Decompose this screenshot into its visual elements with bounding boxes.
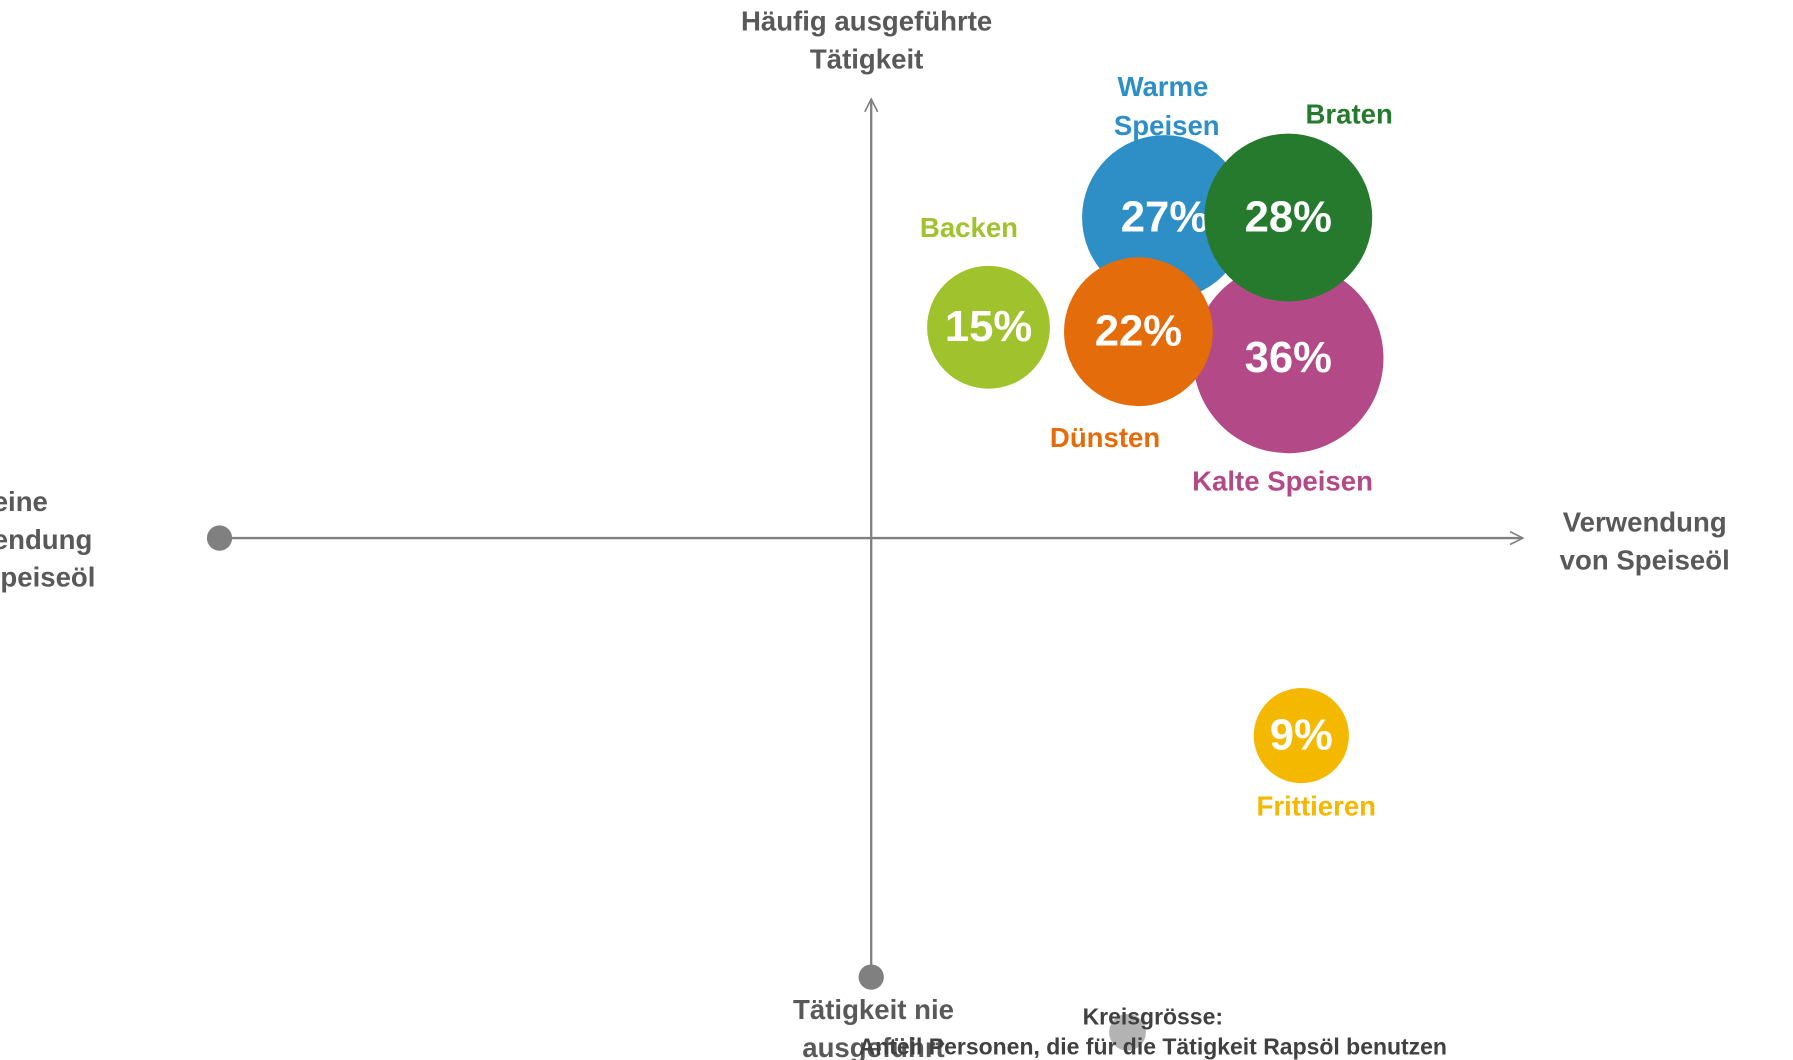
bubble-value-label: 27% <box>1121 192 1208 241</box>
bubble-name-label: Dünsten <box>1050 422 1160 453</box>
bubble-value-label: 36% <box>1245 333 1332 382</box>
bubble-value-label: 22% <box>1095 307 1182 356</box>
bubble-name-label: Braten <box>1306 99 1393 130</box>
axis-label: Tätigkeit <box>810 43 923 74</box>
bubble <box>1064 257 1213 407</box>
bubble <box>1204 133 1373 302</box>
legend-text: Anteil Personen, die für die Tätigkeit R… <box>859 1033 1447 1059</box>
bubble-name-label: Warme Speisen <box>1114 71 1220 141</box>
bubble-name-label: Backen <box>920 212 1018 243</box>
bubble-value-label: 15% <box>945 302 1032 351</box>
axis-origin-dot <box>858 964 884 990</box>
axis-label: Tätigkeit nie <box>793 994 954 1025</box>
axis-label: Häufig ausgeführte <box>741 5 992 36</box>
bubble <box>1082 135 1247 300</box>
bubble-value-label: 28% <box>1245 192 1332 241</box>
bubble-value-label: 9% <box>1270 710 1333 759</box>
bubble <box>1193 262 1384 454</box>
bubble-name-label: Frittieren <box>1257 790 1377 821</box>
axis-label: Keine <box>0 486 48 517</box>
legend-title: Kreisgrösse: <box>1083 1004 1223 1030</box>
bubble <box>1253 688 1349 784</box>
axis-label: ausgeführt <box>802 1032 945 1060</box>
axis-origin-dot <box>206 525 233 551</box>
axis-label: Verwendung <box>0 524 92 555</box>
axis-label: Verwendung <box>1563 507 1727 538</box>
label-line: Warme <box>1117 71 1216 102</box>
bubble <box>927 265 1050 389</box>
bubble-name-label: Kalte Speisen <box>1192 466 1373 497</box>
legend-swatch <box>1109 1013 1146 1051</box>
axis-label: von Speiseöl <box>1560 544 1730 575</box>
axis-label: von Speiseöl <box>0 562 95 593</box>
label-line: Speisen <box>1114 110 1220 141</box>
